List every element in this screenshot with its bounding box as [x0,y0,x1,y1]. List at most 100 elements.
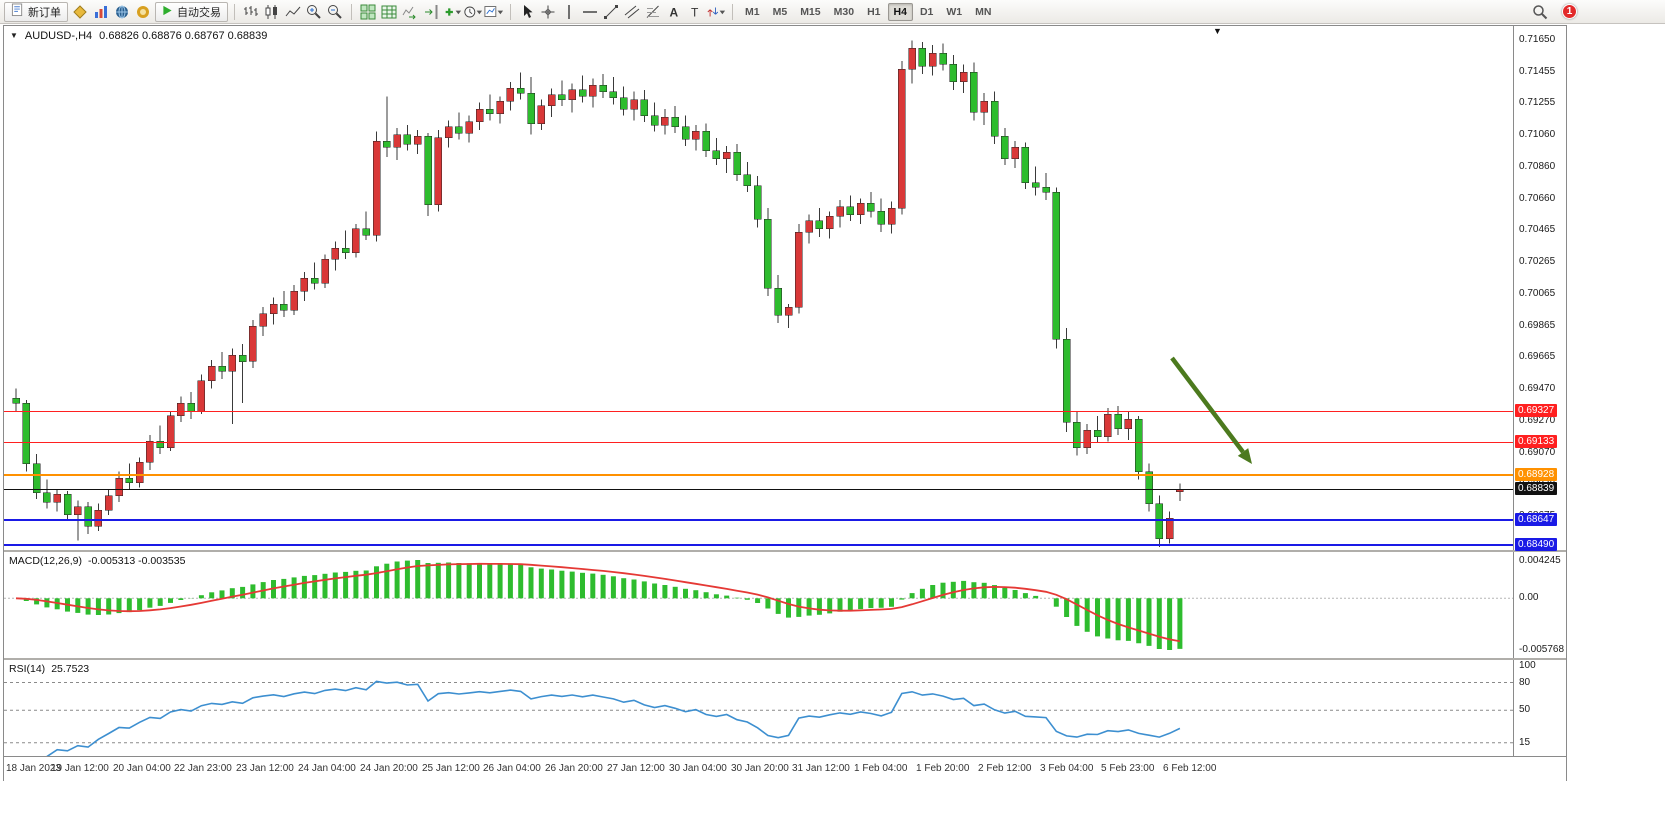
cursor-icon[interactable] [517,2,537,22]
timeframe-MN-button[interactable]: MN [969,3,997,21]
toolbar-separator [732,4,733,20]
price-axis: 0.716500.714550.712550.710600.708600.706… [1513,26,1566,550]
fibonacci-icon[interactable] [643,2,663,22]
svg-text:T: T [691,5,699,19]
price-axis-label: 0.71060 [1519,129,1555,141]
bar-chart-icon[interactable] [241,2,261,22]
one-click-trading-toggle[interactable]: ▼ [10,31,18,41]
time-axis-label: 20 Jan 04:00 [113,763,171,774]
shapes-icon[interactable] [706,2,726,22]
search-icon[interactable] [1530,2,1550,22]
label-icon[interactable]: T [685,2,705,22]
rsi-line [47,681,1180,756]
timeframe-H1-button[interactable]: H1 [861,3,886,21]
price-axis-label: 0.70860 [1519,161,1555,173]
period-clock-icon[interactable] [463,2,483,22]
new-order-button[interactable]: 新订单 [4,2,68,22]
time-axis-label: 24 Jan 04:00 [298,763,356,774]
time-axis-label: 30 Jan 20:00 [731,763,789,774]
candlestick-series [13,40,1184,546]
rsi-panel[interactable]: 100805015 RSI(14) 25.7523 [4,660,1566,756]
macd-panel[interactable]: 0.0042450.00-0.005768 MACD(12,26,9) -0.0… [4,552,1566,658]
main-toolbar: 新订单 自动交易 AT M1M5M15M30H1H4D1W1MN 1 [0,0,1665,24]
trendline-icon[interactable] [601,2,621,22]
macd-signal-line [16,564,1180,642]
autotrade-button[interactable]: 自动交易 [155,2,228,22]
chart-symbol-period: AUDUSD-,H4 [25,30,92,42]
macd-axis-label: 0.004245 [1519,555,1561,567]
macd-axis-label: -0.005768 [1519,644,1564,656]
price-axis-label: 0.71455 [1519,66,1555,78]
timeframe-M15-button[interactable]: M15 [794,3,826,21]
time-axis-label: 3 Feb 04:00 [1040,763,1093,774]
text-icon[interactable]: A [664,2,684,22]
tile-windows-icon[interactable] [358,2,378,22]
horizontal-line-icon[interactable] [580,2,600,22]
chart-shift-marker[interactable]: ▼ [1213,26,1222,36]
price-chart-panel[interactable]: 0.716500.714550.712550.710600.708600.706… [4,26,1566,550]
chart-shift-icon[interactable] [421,2,441,22]
price-axis-label: 0.70065 [1519,288,1555,300]
price-axis-label: 0.69070 [1519,447,1555,459]
toolbar-separator [510,4,511,20]
rsi-axis: 100805015 [1513,660,1566,756]
price-axis-label: 0.70265 [1519,256,1555,268]
timeframe-group: M1M5M15M30H1H4D1W1MN [739,3,997,21]
time-axis-label: 23 Jan 12:00 [236,763,294,774]
rsi-axis-label: 15 [1519,737,1530,749]
price-line-label[interactable]: 0.69133 [1515,435,1557,448]
price-axis-label: 0.69665 [1519,351,1555,363]
price-axis-label: 0.69470 [1519,383,1555,395]
price-line-label[interactable]: 0.68928 [1515,468,1557,481]
time-axis: 18 Jan 202319 Jan 12:0020 Jan 04:0022 Ja… [4,756,1566,782]
template-icon[interactable] [484,2,504,22]
candlestick-icon[interactable] [262,2,282,22]
time-axis-label: 25 Jan 12:00 [422,763,480,774]
time-axis-label: 19 Jan 12:00 [51,763,109,774]
rsi-label: RSI(14) 25.7523 [9,663,89,675]
timeframe-M30-button[interactable]: M30 [828,3,860,21]
crosshair-icon[interactable] [538,2,558,22]
timeframe-W1-button[interactable]: W1 [940,3,968,21]
price-axis-label: 0.71650 [1519,34,1555,46]
rsi-axis-label: 50 [1519,704,1530,716]
notification-badge[interactable]: 1 [1562,4,1577,19]
timeframe-H4-button[interactable]: H4 [888,3,913,21]
price-axis-label: 0.71255 [1519,97,1555,109]
terminal-icon[interactable] [133,2,153,22]
svg-text:A: A [670,5,679,19]
price-line-label[interactable]: 0.68490 [1515,538,1557,551]
navigator-icon[interactable] [112,2,132,22]
price-line-label[interactable]: 0.68647 [1515,513,1557,526]
time-axis-label: 26 Jan 04:00 [483,763,541,774]
price-line-label[interactable]: 0.69327 [1515,404,1557,417]
time-axis-label: 24 Jan 20:00 [360,763,418,774]
time-axis-label: 5 Feb 23:00 [1101,763,1154,774]
chart-window: 0.716500.714550.712550.710600.708600.706… [3,25,1567,781]
zoom-out-icon[interactable] [325,2,345,22]
macd-label: MACD(12,26,9) -0.005313 -0.003535 [9,555,185,567]
new-order-icon [11,3,24,20]
timeframe-D1-button[interactable]: D1 [914,3,939,21]
chart-title: ▼ AUDUSD-,H4 0.68826 0.68876 0.68767 0.6… [10,30,267,42]
timeframe-M1-button[interactable]: M1 [739,3,766,21]
indicator-grid-icon[interactable] [379,2,399,22]
rsi-chart[interactable] [4,660,1513,756]
time-axis-label: 1 Feb 20:00 [916,763,969,774]
rsi-axis-label: 100 [1519,660,1536,672]
macd-chart[interactable] [4,552,1513,658]
market-watch-icon[interactable] [91,2,111,22]
line-chart-icon[interactable] [283,2,303,22]
price-line-label[interactable]: 0.68839 [1515,482,1557,495]
vertical-line-icon[interactable] [559,2,579,22]
auto-scroll-icon[interactable] [400,2,420,22]
time-axis-label: 26 Jan 20:00 [545,763,603,774]
add-indicator-icon[interactable] [442,2,462,22]
charts-icon[interactable] [70,2,90,22]
candlestick-chart[interactable] [4,26,1513,550]
zoom-in-icon[interactable] [304,2,324,22]
time-axis-label: 1 Feb 04:00 [854,763,907,774]
channel-icon[interactable] [622,2,642,22]
timeframe-M5-button[interactable]: M5 [767,3,794,21]
time-axis-label: 27 Jan 12:00 [607,763,665,774]
